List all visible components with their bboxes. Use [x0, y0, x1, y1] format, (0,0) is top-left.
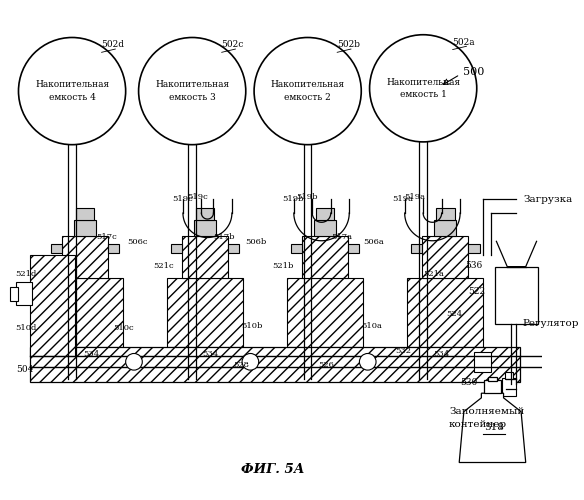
Bar	[108, 244, 119, 253]
Text: 510a: 510a	[361, 322, 382, 330]
Circle shape	[19, 38, 126, 144]
Bar	[74, 220, 96, 236]
Bar	[76, 208, 94, 220]
Text: 519b: 519b	[297, 193, 318, 201]
Bar	[484, 380, 500, 393]
Text: 528: 528	[233, 361, 249, 369]
Text: 517a: 517a	[332, 234, 353, 241]
Text: 519c: 519c	[172, 195, 193, 203]
Text: 519a: 519a	[392, 195, 413, 203]
Text: 534: 534	[203, 350, 219, 358]
Bar	[316, 208, 335, 220]
Text: 536: 536	[465, 261, 482, 270]
Bar	[495, 266, 538, 324]
Bar	[51, 244, 62, 253]
Text: 530: 530	[460, 378, 477, 386]
Text: Накопительная
емкость 3: Накопительная емкость 3	[155, 80, 230, 102]
Bar	[228, 244, 239, 253]
Bar	[422, 236, 468, 278]
Bar	[16, 282, 32, 306]
Bar	[436, 208, 454, 220]
Bar	[502, 378, 516, 396]
Bar	[411, 244, 422, 253]
Bar	[194, 220, 216, 236]
Text: Заполняемый
контейнер: Заполняемый контейнер	[449, 407, 524, 428]
Text: 506b: 506b	[245, 238, 266, 246]
Circle shape	[254, 38, 361, 144]
Text: 521c: 521c	[154, 262, 174, 270]
Circle shape	[359, 354, 376, 370]
Bar	[196, 208, 214, 220]
Text: 534: 534	[84, 350, 100, 358]
Text: Регулятор: Регулятор	[523, 320, 579, 328]
Text: 519b: 519b	[282, 195, 303, 203]
Text: 521d: 521d	[16, 270, 37, 278]
Text: 510d: 510d	[16, 324, 37, 332]
Bar	[30, 347, 520, 382]
Text: 517b: 517b	[213, 234, 235, 241]
Text: 517c: 517c	[96, 234, 117, 241]
Text: 502a: 502a	[453, 38, 475, 46]
Circle shape	[370, 34, 477, 142]
Circle shape	[138, 38, 246, 144]
Bar	[10, 287, 18, 301]
Text: 502b: 502b	[337, 40, 360, 50]
Text: 510c: 510c	[114, 324, 134, 332]
Text: Накопительная
емкость 2: Накопительная емкость 2	[270, 80, 345, 102]
Bar	[314, 220, 336, 236]
Text: ФИГ. 5А: ФИГ. 5А	[241, 464, 304, 476]
Bar	[62, 236, 108, 278]
Bar	[488, 376, 497, 381]
Bar	[302, 236, 348, 278]
Text: Накопительная
емкость 4: Накопительная емкость 4	[35, 80, 109, 102]
Circle shape	[126, 354, 142, 370]
Bar	[474, 352, 491, 372]
Bar	[182, 236, 228, 278]
Text: 519a: 519a	[405, 193, 426, 201]
Bar	[47, 278, 123, 347]
Text: 519c: 519c	[187, 193, 208, 201]
Text: 521a: 521a	[423, 270, 444, 278]
Bar	[30, 254, 75, 356]
Text: 521b: 521b	[273, 262, 294, 270]
Bar	[348, 244, 359, 253]
Bar	[468, 244, 479, 253]
Text: 518: 518	[484, 423, 504, 432]
Text: 502c: 502c	[222, 40, 244, 50]
Text: 500: 500	[463, 66, 484, 76]
Text: 522: 522	[468, 287, 485, 296]
Text: 526: 526	[318, 361, 334, 369]
Text: 532: 532	[395, 347, 412, 355]
Text: 534: 534	[433, 350, 450, 358]
Text: Накопительная
емкость 1: Накопительная емкость 1	[386, 78, 460, 99]
Text: 510b: 510b	[241, 322, 263, 330]
Text: 502d: 502d	[102, 40, 124, 50]
Text: 506a: 506a	[363, 238, 384, 246]
Bar	[434, 220, 457, 236]
Text: 506c: 506c	[127, 238, 148, 246]
Bar	[291, 244, 302, 253]
Text: Загрузка: Загрузка	[523, 194, 572, 203]
Bar	[287, 278, 363, 347]
Bar	[408, 278, 483, 347]
Bar	[505, 372, 513, 380]
Circle shape	[242, 354, 259, 370]
Bar	[167, 278, 243, 347]
Text: 524: 524	[446, 310, 463, 318]
Text: 504: 504	[16, 366, 33, 374]
Polygon shape	[459, 393, 526, 462]
Bar	[171, 244, 182, 253]
